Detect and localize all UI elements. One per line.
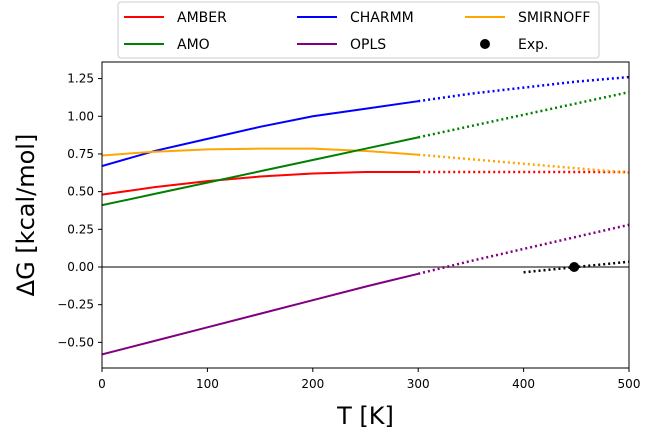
series-extrapolation-smirnoff (418, 153, 629, 175)
y-tick-label: 0.75 (67, 147, 94, 161)
y-axis-title: ΔG [kcal/mol] (12, 134, 40, 297)
legend-label-amber: AMBER (177, 10, 227, 26)
legend: AMBER AMO CHARMM OPLS SMIRNOFF Exp. (117, 1, 600, 59)
experimental-point (569, 262, 580, 273)
plot-frame (101, 61, 630, 369)
series-extrapolation-amo (417, 90, 629, 139)
legend-label-exp: Exp. (518, 37, 548, 53)
y-tick-label: −0.50 (57, 335, 94, 349)
series-line-opls (102, 272, 419, 356)
y-tick-label: 1.25 (67, 72, 94, 86)
x-tick-label: 0 (98, 377, 106, 391)
x-tick-label: 100 (196, 377, 219, 391)
y-tick-label: −0.25 (57, 298, 94, 312)
legend-label-amo: AMO (177, 37, 210, 53)
x-axis-title: T [K] (336, 402, 394, 430)
x-tick-label: 300 (407, 377, 430, 391)
series-line-smirnoff (102, 147, 419, 157)
x-tick-label: 500 (618, 377, 641, 391)
legend-marker-exp (480, 39, 490, 49)
x-tick-label: 400 (512, 377, 535, 391)
series-extrapolation-charmm (418, 75, 629, 103)
legend-label-opls: OPLS (350, 37, 386, 53)
series-line-amo (102, 136, 419, 207)
legend-label-charmm: CHARMM (350, 10, 414, 26)
y-tick-label: 0.50 (67, 185, 94, 199)
y-tick-label: 0.25 (67, 222, 94, 236)
legend-label-smirnoff: SMIRNOFF (518, 10, 590, 26)
plot-area (102, 75, 629, 356)
y-tick-label: 1.00 (67, 109, 94, 123)
y-tick-label: 0.00 (67, 260, 94, 274)
series-line-charmm (102, 100, 419, 167)
x-tick-label: 200 (301, 377, 324, 391)
axes: 0 100 200 300 400 500 −0.50 −0.25 0.00 0.25 0.50 0.… (57, 61, 641, 391)
series-line-amber (102, 171, 419, 196)
series-extrapolation-opls (417, 223, 629, 276)
